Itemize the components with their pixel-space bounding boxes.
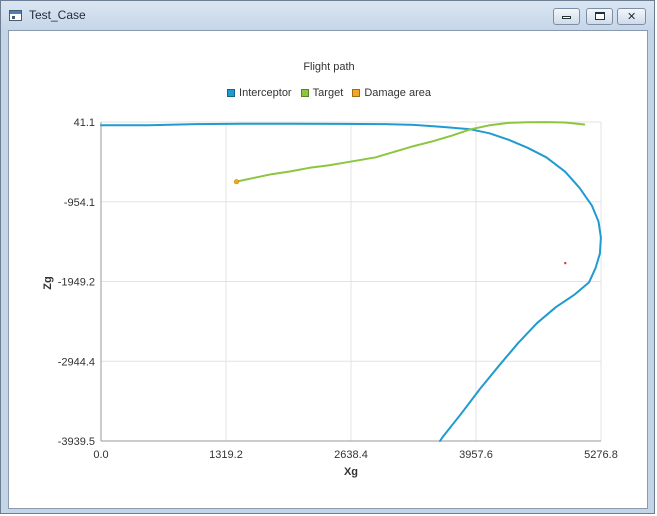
close-button[interactable]: ✕ [617, 8, 646, 25]
series-line-target [236, 121, 586, 183]
plot-axes [100, 122, 601, 442]
legend-label-target: Target [312, 87, 344, 99]
chart-title: Flight path [303, 61, 355, 73]
x-tick-labels: 0.0 1319.2 2638.4 3957.6 5276.8 [93, 449, 617, 461]
x-tick-label: 0.0 [93, 449, 108, 461]
legend-item-target[interactable]: Target [300, 87, 344, 99]
annotation-point [564, 261, 567, 265]
y-tick-label: 41.1 [74, 117, 95, 129]
y-tick-labels: 41.1 -954.1 -1949.2 -2944.4 -3939.5 [58, 117, 95, 448]
legend-label-interceptor: Interceptor [239, 87, 292, 99]
legend-swatch-damage-area [352, 89, 361, 97]
maximize-icon [595, 12, 605, 20]
y-tick-label: -954.1 [64, 197, 95, 209]
x-tick-label: 2638.4 [334, 449, 368, 461]
series-layer [100, 121, 602, 442]
close-icon: ✕ [627, 10, 637, 23]
chart-area: Flight path Interceptor Target Damage ar… [8, 30, 648, 509]
y-axis-label: Zg [42, 276, 54, 289]
legend-item-interceptor[interactable]: Interceptor [227, 87, 292, 99]
x-tick-label: 3957.6 [459, 449, 493, 461]
app-window-icon [9, 10, 22, 21]
maximize-button[interactable] [586, 8, 613, 25]
chart-legend: Interceptor Target Damage area [9, 87, 649, 99]
legend-swatch-target [300, 89, 309, 97]
x-tick-label: 5276.8 [584, 449, 618, 461]
y-tick-label: -1949.2 [58, 277, 95, 289]
flight-path-plot: 0.0 1319.2 2638.4 3957.6 5276.8 41.1 -954.1 -1… [42, 117, 618, 478]
x-axis-label: Xg [344, 466, 358, 478]
legend-swatch-interceptor [227, 89, 236, 97]
series-line-interceptor [100, 122, 602, 442]
grid-lines [100, 121, 602, 442]
series-point-damage-area [233, 179, 239, 185]
legend-label-damage-area: Damage area [364, 87, 431, 99]
legend-item-damage-area[interactable]: Damage area [352, 87, 431, 99]
title-bar[interactable]: Test_Case ✕ [1, 1, 656, 31]
y-tick-label: -3939.5 [58, 436, 95, 448]
window-title: Test_Case [29, 8, 86, 22]
x-tick-label: 1319.2 [209, 449, 243, 461]
y-tick-label: -2944.4 [58, 356, 95, 368]
minimize-icon [562, 16, 571, 19]
minimize-button[interactable] [553, 8, 580, 25]
